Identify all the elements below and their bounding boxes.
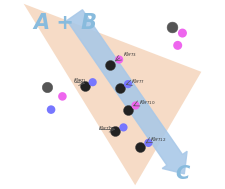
Point (176, 44, 180, 47)
Point (122, 126, 125, 129)
Point (170, 26, 174, 29)
Point (134, 104, 137, 107)
FancyArrow shape (67, 10, 187, 174)
Point (45, 85, 49, 88)
Text: $\mathit{K}_{\mathit{MT14}}$: $\mathit{K}_{\mathit{MT14}}$ (98, 124, 115, 133)
Point (118, 86, 122, 89)
Point (139, 146, 142, 149)
Point (117, 58, 121, 61)
Point (91, 81, 94, 84)
Text: C: C (175, 164, 189, 183)
Point (181, 32, 184, 35)
Point (114, 130, 117, 133)
Point (147, 141, 150, 144)
Point (108, 64, 111, 67)
Text: A + B: A + B (33, 13, 97, 33)
Point (126, 83, 130, 86)
Point (49, 108, 53, 111)
Point (61, 95, 64, 98)
Text: $\mathit{K}_{\mathit{MT7}}$: $\mathit{K}_{\mathit{MT7}}$ (131, 77, 146, 86)
Text: $\mathit{K}_{\mathit{MT1}}$: $\mathit{K}_{\mathit{MT1}}$ (73, 76, 87, 85)
Text: $\mathit{K}_{\mathit{MT3}}$: $\mathit{K}_{\mathit{MT3}}$ (123, 50, 137, 59)
Point (126, 108, 129, 111)
Text: $\mathit{K}_{\mathit{MT10}}$: $\mathit{K}_{\mathit{MT10}}$ (139, 98, 155, 107)
Point (83, 84, 87, 88)
Polygon shape (24, 4, 201, 185)
Text: $\mathit{K}_{\mathit{MT12}}$: $\mathit{K}_{\mathit{MT12}}$ (150, 135, 167, 144)
